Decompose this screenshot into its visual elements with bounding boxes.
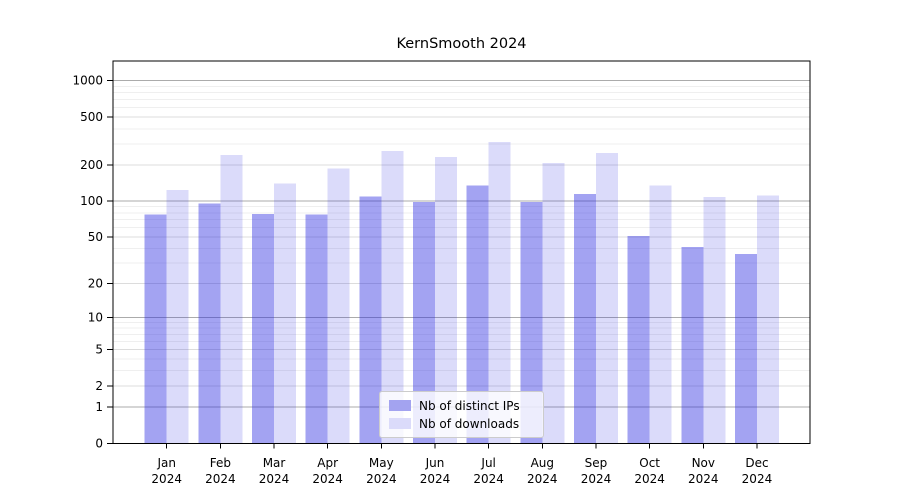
x-tick-label-month: Jun xyxy=(425,456,445,470)
bar-nb-of-downloads-jan xyxy=(166,189,189,444)
x-tick-label-year: 2024 xyxy=(527,472,558,486)
legend-swatch-distinct-ips xyxy=(389,400,411,411)
bar-nb-of-distinct-ips-jan xyxy=(144,214,167,444)
bar-nb-of-distinct-ips-feb xyxy=(198,203,221,444)
y-tick-label: 2 xyxy=(95,379,103,393)
legend-item-downloads: Nb of downloads xyxy=(389,417,543,431)
y-tick-label: 5 xyxy=(95,342,103,356)
y-tick-label: 0 xyxy=(95,437,103,451)
x-tick-label-year: 2024 xyxy=(205,472,236,486)
bar-nb-of-downloads-nov xyxy=(703,197,726,444)
bar-nb-of-downloads-jul xyxy=(488,141,511,444)
x-tick-label-month: Oct xyxy=(639,456,660,470)
legend-label-downloads: Nb of downloads xyxy=(419,416,520,431)
x-tick-label-year: 2024 xyxy=(259,472,290,486)
y-tick-label: 50 xyxy=(88,230,103,244)
legend-swatch-downloads xyxy=(389,418,411,429)
bar-nb-of-distinct-ips-jun xyxy=(413,202,435,444)
y-tick-label: 500 xyxy=(80,110,103,124)
y-tick-label: 10 xyxy=(88,311,103,325)
bar-nb-of-distinct-ips-may xyxy=(359,196,382,444)
bar-nb-of-downloads-sep xyxy=(595,152,618,444)
y-tick-label: 20 xyxy=(88,277,103,291)
x-tick-label-year: 2024 xyxy=(634,472,665,486)
x-tick-label-year: 2024 xyxy=(688,472,719,486)
x-tick-label-year: 2024 xyxy=(473,472,504,486)
x-tick-label-year: 2024 xyxy=(581,472,612,486)
bar-nb-of-downloads-apr xyxy=(327,168,350,444)
x-tick-label-year: 2024 xyxy=(151,472,182,486)
legend: Nb of distinct IPs Nb of downloads xyxy=(379,391,544,438)
x-tick-label-month: Mar xyxy=(263,456,286,470)
x-tick-label-month: Jan xyxy=(156,456,176,470)
bar-nb-of-distinct-ips-dec xyxy=(734,253,757,444)
bar-nb-of-distinct-ips-jul xyxy=(466,185,489,444)
x-tick-label-month: May xyxy=(369,456,394,470)
bar-nb-of-downloads-jun xyxy=(435,157,457,444)
y-tick-label: 200 xyxy=(80,158,103,172)
x-tick-label-year: 2024 xyxy=(420,472,451,486)
bar-nb-of-downloads-may xyxy=(381,151,404,444)
bar-nb-of-downloads-aug xyxy=(542,163,565,444)
y-tick-label: 1 xyxy=(95,400,103,414)
bar-nb-of-downloads-feb xyxy=(220,154,243,444)
bar-nb-of-distinct-ips-aug xyxy=(520,202,543,444)
x-tick-label-month: Sep xyxy=(585,456,608,470)
x-tick-label-year: 2024 xyxy=(312,472,343,486)
x-tick-label-month: Aug xyxy=(531,456,554,470)
y-tick-label: 1000 xyxy=(72,74,103,88)
x-tick-label-month: Feb xyxy=(210,456,231,470)
legend-item-distinct-ips: Nb of distinct IPs xyxy=(389,399,543,413)
y-tick-label: 100 xyxy=(80,194,103,208)
chart-title: KernSmooth 2024 xyxy=(396,36,527,52)
bar-nb-of-downloads-dec xyxy=(756,195,779,444)
bar-nb-of-downloads-mar xyxy=(274,183,297,444)
legend-label-distinct-ips: Nb of distinct IPs xyxy=(419,398,520,413)
x-tick-label-month: Jul xyxy=(480,456,495,470)
bar-nb-of-distinct-ips-apr xyxy=(305,214,328,444)
bar-nb-of-distinct-ips-oct xyxy=(627,236,650,444)
bar-nb-of-downloads-oct xyxy=(649,185,672,444)
bar-nb-of-distinct-ips-nov xyxy=(681,247,704,444)
x-tick-label-month: Nov xyxy=(692,456,715,470)
x-tick-label-month: Dec xyxy=(745,456,768,470)
x-tick-label-year: 2024 xyxy=(366,472,397,486)
bar-nb-of-distinct-ips-sep xyxy=(573,193,596,444)
x-tick-label-year: 2024 xyxy=(742,472,773,486)
plot-border xyxy=(112,60,811,444)
x-tick-label-month: Apr xyxy=(317,456,338,470)
bar-nb-of-distinct-ips-mar xyxy=(252,214,275,444)
